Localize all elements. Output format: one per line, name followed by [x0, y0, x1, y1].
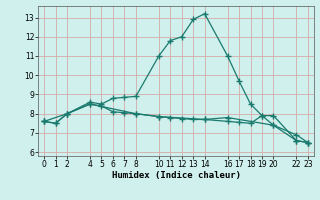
X-axis label: Humidex (Indice chaleur): Humidex (Indice chaleur)	[111, 171, 241, 180]
